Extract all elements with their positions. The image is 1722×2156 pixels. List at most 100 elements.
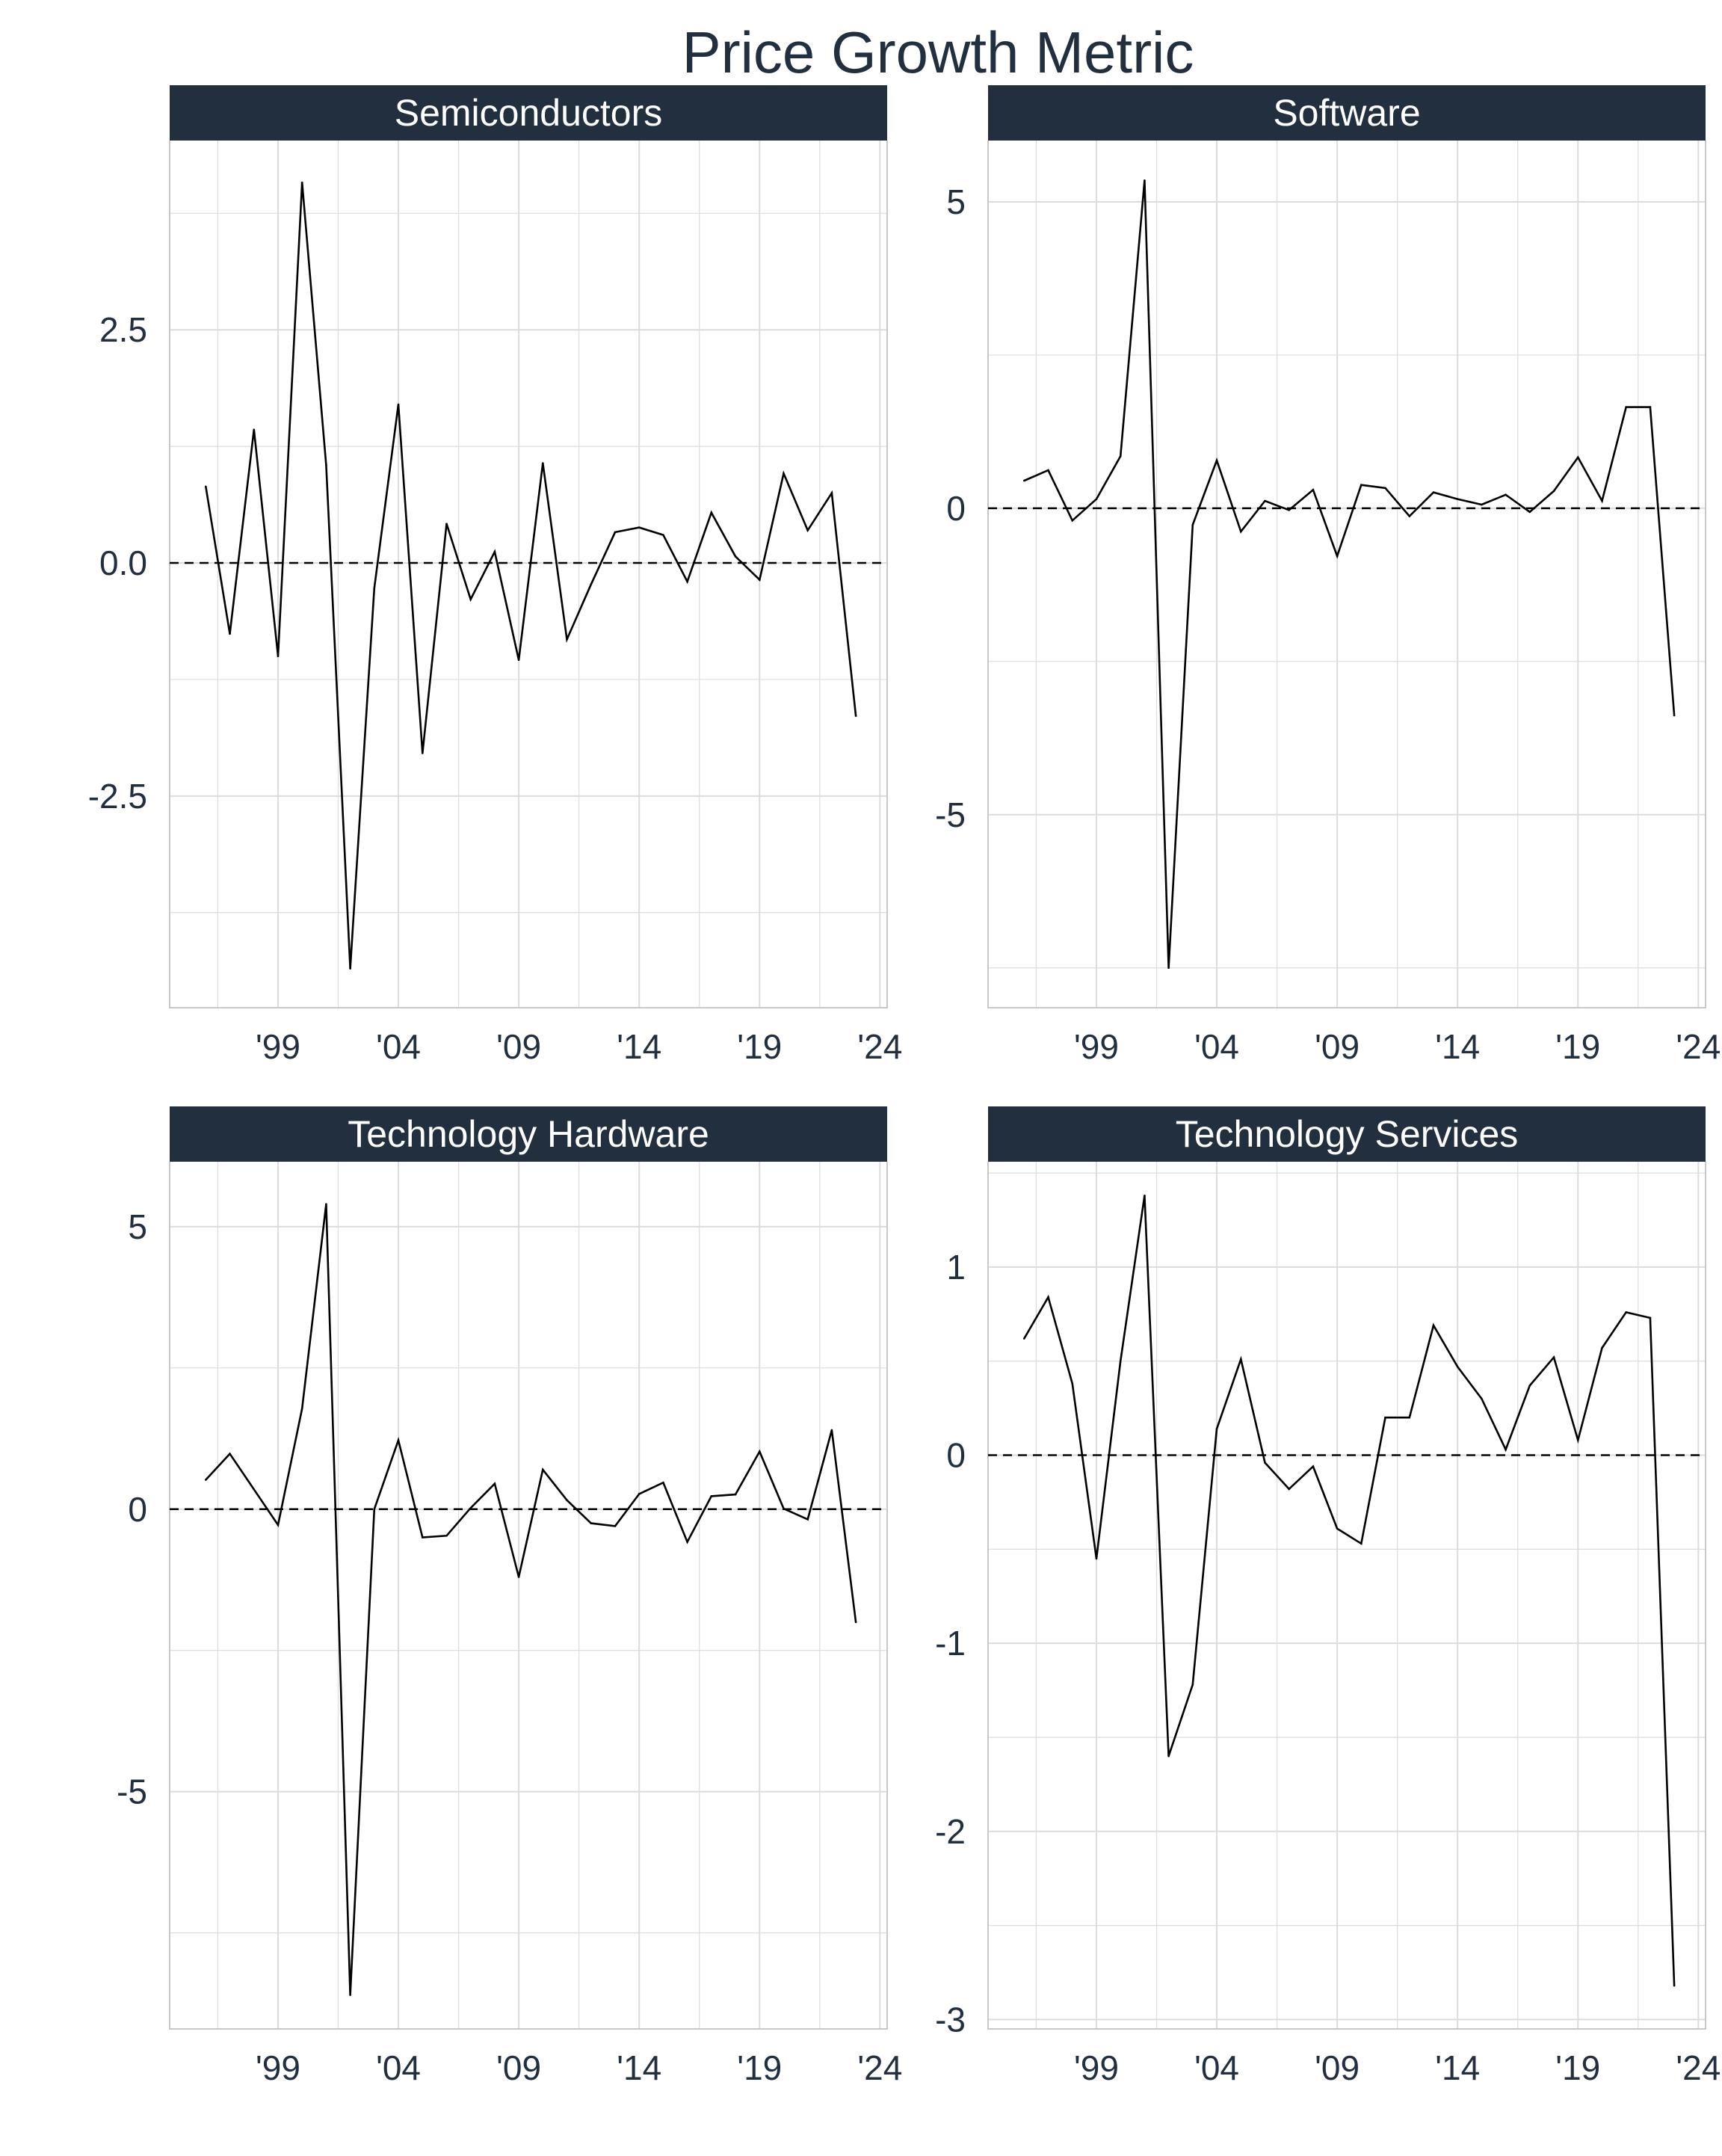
series-line bbox=[1023, 1195, 1676, 1986]
data-point bbox=[277, 1524, 280, 1527]
data-point bbox=[445, 523, 448, 525]
data-point bbox=[1047, 1296, 1049, 1299]
data-point bbox=[830, 492, 833, 494]
data-point bbox=[590, 1522, 593, 1524]
chart-title: Price Growth Metric bbox=[682, 19, 1194, 85]
x-tick-label: '99 bbox=[1074, 1027, 1119, 1066]
data-point bbox=[1144, 1194, 1146, 1197]
data-point bbox=[1576, 456, 1579, 459]
data-point bbox=[638, 1493, 641, 1495]
data-point bbox=[1047, 469, 1049, 472]
data-point bbox=[1384, 1416, 1386, 1419]
data-point bbox=[1191, 523, 1194, 526]
x-tick-label: '19 bbox=[1555, 2048, 1600, 2087]
x-tick-label: '04 bbox=[376, 2048, 421, 2087]
y-tick-label: -2.5 bbox=[88, 777, 147, 816]
panel-strip: Software bbox=[988, 85, 1706, 141]
x-tick-label: '24 bbox=[1676, 1027, 1721, 1066]
data-point bbox=[205, 1479, 207, 1481]
x-tick-label: '99 bbox=[256, 2048, 300, 2087]
panel-strip: Technology Services bbox=[988, 1106, 1706, 1162]
y-tick-label: -5 bbox=[117, 1772, 147, 1811]
data-point bbox=[1408, 515, 1411, 517]
x-tick-label: '24 bbox=[857, 1027, 902, 1066]
data-point bbox=[1649, 406, 1652, 408]
data-point bbox=[373, 1508, 376, 1511]
data-point bbox=[854, 1621, 857, 1624]
grid bbox=[170, 141, 887, 1008]
y-tick-label: 0 bbox=[946, 1436, 966, 1475]
x-tick-label: '14 bbox=[1435, 1027, 1480, 1066]
series-line bbox=[205, 182, 857, 969]
data-point bbox=[1023, 479, 1025, 482]
data-point bbox=[734, 555, 737, 558]
data-point bbox=[686, 1541, 688, 1543]
y-tick-label: 1 bbox=[946, 1248, 966, 1287]
data-point bbox=[1312, 1465, 1315, 1467]
data-point bbox=[397, 1439, 400, 1441]
y-tick-label: 0 bbox=[128, 1490, 147, 1529]
y-tick-label: 0.0 bbox=[99, 543, 147, 582]
data-point bbox=[1239, 1358, 1242, 1361]
data-point bbox=[397, 403, 400, 406]
data-point bbox=[758, 579, 761, 581]
data-point bbox=[205, 485, 207, 488]
data-point bbox=[421, 1536, 424, 1539]
data-point bbox=[493, 550, 496, 553]
data-point bbox=[1071, 519, 1074, 522]
data-point bbox=[1071, 1382, 1074, 1385]
data-point bbox=[1288, 509, 1290, 511]
x-tick-label: '99 bbox=[256, 1027, 300, 1066]
data-point bbox=[469, 598, 472, 600]
data-point bbox=[517, 659, 520, 662]
data-point bbox=[638, 526, 641, 529]
x-tick-label: '14 bbox=[617, 2048, 661, 2087]
grid bbox=[988, 1162, 1706, 2029]
data-point bbox=[1432, 1324, 1435, 1327]
data-point bbox=[758, 1450, 761, 1453]
data-point bbox=[1288, 1488, 1290, 1491]
x-tick-label: '09 bbox=[1315, 1027, 1360, 1066]
data-point bbox=[1505, 493, 1507, 496]
data-point bbox=[421, 752, 424, 754]
data-point bbox=[830, 1429, 833, 1432]
data-point bbox=[1456, 1365, 1459, 1368]
y-tick-label: 2.5 bbox=[99, 310, 147, 349]
data-point bbox=[1456, 498, 1459, 500]
y-tick-label: -5 bbox=[935, 795, 966, 834]
grid bbox=[170, 1162, 887, 2029]
x-tick-label: '09 bbox=[1315, 2048, 1360, 2087]
data-point bbox=[1552, 1356, 1555, 1358]
data-point bbox=[1552, 490, 1555, 493]
data-point bbox=[542, 1468, 544, 1471]
data-point bbox=[517, 1576, 520, 1578]
data-point bbox=[806, 1518, 809, 1521]
data-point bbox=[300, 181, 303, 184]
x-tick-label: '99 bbox=[1074, 2048, 1119, 2087]
data-point bbox=[1119, 455, 1122, 458]
y-tick-label: 0 bbox=[946, 489, 966, 528]
data-point bbox=[493, 1482, 496, 1485]
data-point bbox=[662, 534, 664, 536]
panel-strip: Technology Hardware bbox=[170, 1106, 887, 1162]
data-point bbox=[349, 1994, 351, 1996]
data-point bbox=[1312, 488, 1315, 491]
data-point bbox=[253, 1488, 256, 1491]
data-point bbox=[1481, 503, 1483, 506]
data-point bbox=[1191, 1684, 1194, 1686]
x-tick-label: '04 bbox=[376, 1027, 421, 1066]
data-point bbox=[662, 1481, 664, 1484]
data-point bbox=[1384, 487, 1386, 490]
data-point bbox=[542, 462, 544, 464]
data-point bbox=[373, 587, 376, 590]
data-point bbox=[1649, 1316, 1652, 1319]
data-point bbox=[1505, 1448, 1507, 1451]
panel-strip: Semiconductors bbox=[170, 85, 887, 141]
data-point bbox=[1264, 1462, 1266, 1464]
data-point bbox=[1673, 1984, 1676, 1987]
panel-border bbox=[987, 141, 1706, 1008]
x-tick-label: '14 bbox=[1435, 2048, 1480, 2087]
data-point bbox=[229, 1453, 231, 1455]
technology-hardware-plot: -5 0 5 '99 '04 '09 '14 '19 '24 bbox=[117, 1162, 902, 2087]
data-point bbox=[325, 1203, 327, 1205]
